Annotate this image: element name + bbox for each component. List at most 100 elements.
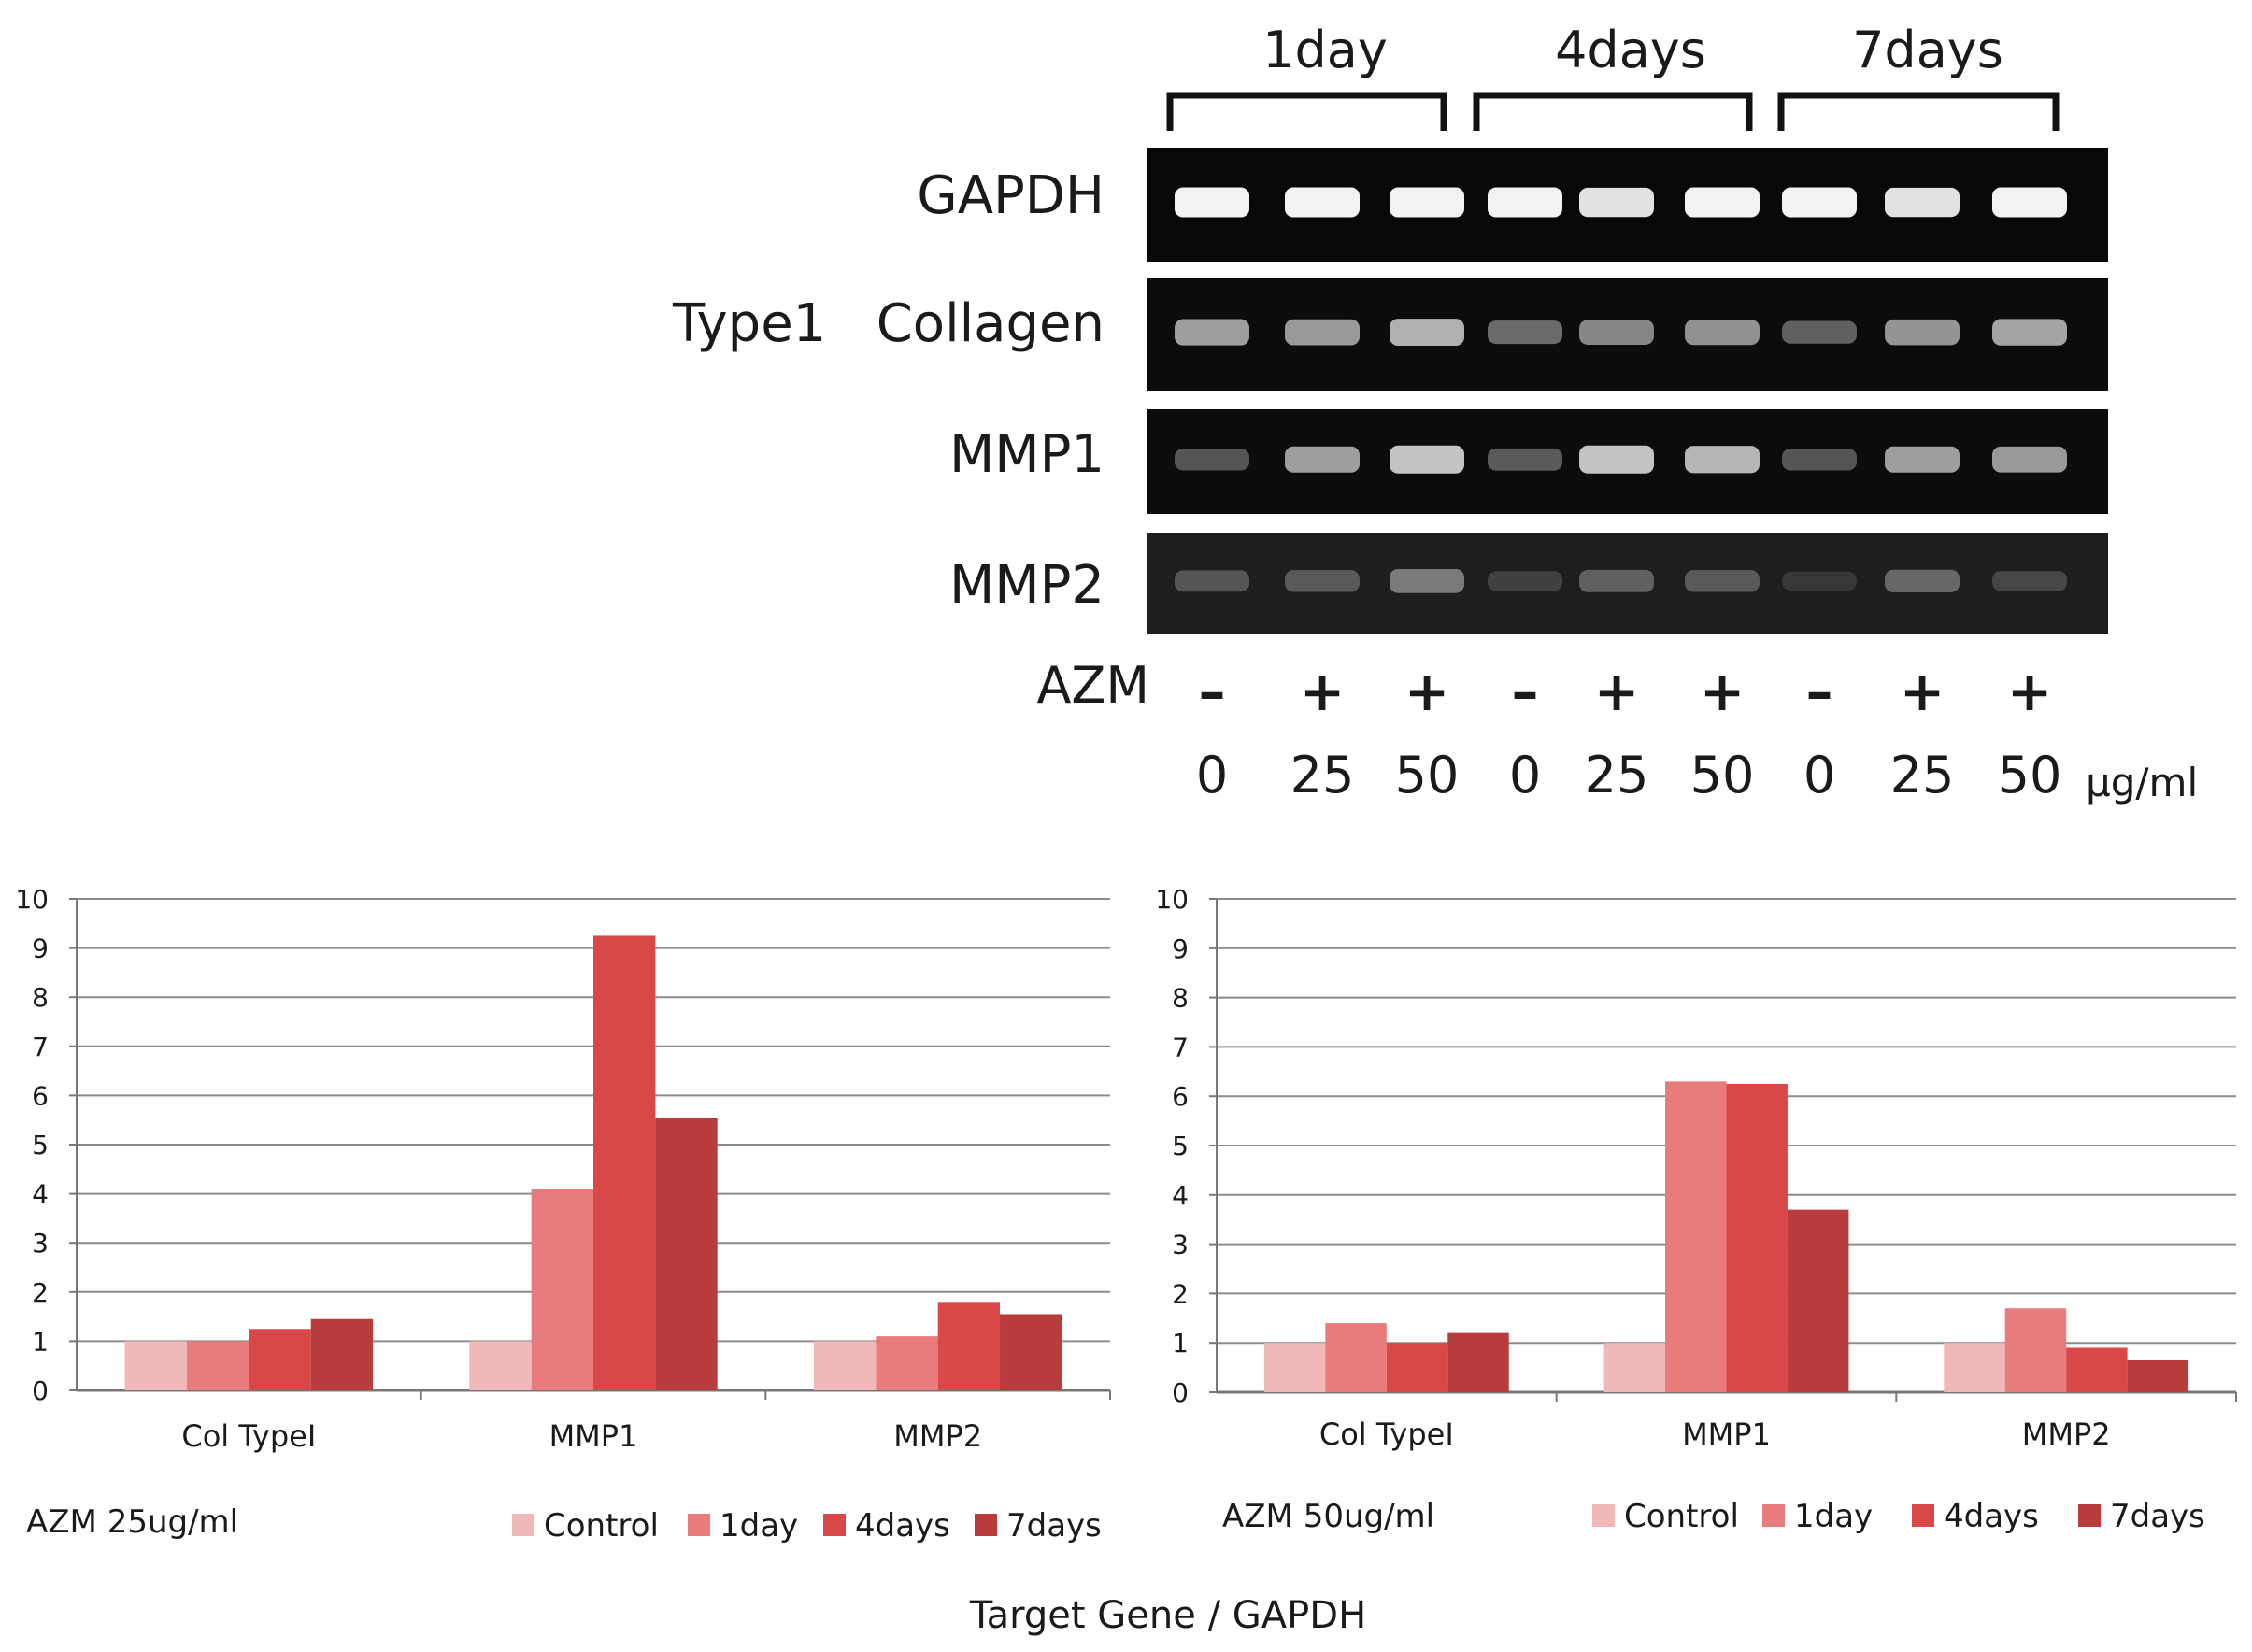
y-tick-label-7: 7 — [1172, 1032, 1189, 1062]
gel-band-gapdh-lane-4 — [1488, 187, 1562, 218]
gel-band-collagen-lane-5 — [1579, 320, 1654, 345]
dose-lane-3: 50 — [1395, 746, 1460, 805]
bar-mmp2-7days — [2127, 1360, 2189, 1392]
category-label-1: MMP1 — [1682, 1417, 1771, 1452]
gel-band-collagen-lane-9 — [1992, 319, 2067, 346]
y-tick-label-2: 2 — [32, 1277, 49, 1308]
bar-col-typei-4days — [249, 1329, 311, 1390]
y-tick-label-6: 6 — [32, 1080, 49, 1111]
legend-label-control: Control — [544, 1507, 659, 1545]
gel-band-mmp1-lane-5 — [1579, 445, 1654, 474]
dose-lane-2: 25 — [1290, 746, 1355, 805]
bar-mmp1-control — [1603, 1343, 1666, 1392]
legend-label-1day: 1day — [720, 1507, 798, 1545]
gel-band-mmp1-lane-3 — [1390, 445, 1464, 474]
azm-sign-lane-5: + — [1594, 660, 1640, 723]
gel-band-gapdh-lane-9 — [1992, 187, 2067, 218]
bar-col-typei-control — [124, 1341, 187, 1390]
group-bracket — [1166, 92, 1447, 131]
bar-mmp2-1day — [876, 1336, 938, 1390]
gel-band-mmp1-lane-2 — [1285, 446, 1360, 473]
chart-title: AZM 25ug/ml — [26, 1503, 238, 1541]
legend-label-4days: 4days — [855, 1507, 950, 1545]
gel-band-collagen-lane-7 — [1782, 320, 1857, 344]
gel-band-mmp1-lane-4 — [1488, 448, 1562, 471]
legend-swatch-7days — [2078, 1504, 2101, 1527]
dose-lane-1: 0 — [1196, 746, 1228, 805]
time-group-7days: 7days — [1777, 21, 2060, 131]
dose-lane-7: 0 — [1803, 746, 1835, 805]
bar-mmp1-7days — [1787, 1209, 1849, 1392]
legend-swatch-4days — [1912, 1504, 1934, 1527]
dose-unit: μg/ml — [2086, 760, 2198, 805]
gel-band-mmp2-lane-4 — [1488, 571, 1562, 591]
y-tick-label-9: 9 — [1172, 933, 1189, 964]
y-tick-label-1: 1 — [1172, 1328, 1189, 1359]
y-tick-label-9: 9 — [32, 933, 49, 964]
legend-swatch-7days — [975, 1514, 997, 1536]
gel-band-mmp2-lane-3 — [1390, 568, 1464, 593]
gel-band-gapdh-lane-5 — [1579, 187, 1654, 218]
azm-sign-row: – + + – + + – + + — [1199, 660, 2053, 723]
gel-band-gapdh-lane-7 — [1782, 187, 1857, 218]
gel-band-mmp1-lane-6 — [1685, 446, 1760, 474]
gel-band-gapdh-lane-8 — [1885, 187, 1960, 218]
bar-mmp2-7days — [1000, 1314, 1062, 1390]
dose-lane-5: 25 — [1585, 746, 1649, 805]
bar-mmp2-control — [813, 1341, 877, 1390]
gel-band-collagen-lane-8 — [1885, 319, 1960, 346]
time-group-1day: 1day — [1166, 21, 1447, 131]
gel-band-collagen-lane-4 — [1488, 320, 1562, 345]
bar-col-typei-control — [1263, 1343, 1326, 1392]
group-bracket — [1777, 92, 2060, 131]
legend-label-7days: 7days — [2110, 1498, 2205, 1535]
azm-sign-lane-3: + — [1404, 660, 1450, 723]
legend-swatch-control — [512, 1514, 534, 1536]
azm-sign-lane-9: + — [2007, 660, 2053, 723]
gel-band-mmp2-lane-7 — [1782, 571, 1857, 591]
time-group-4days: 4days — [1473, 21, 1753, 131]
dose-lane-9: 50 — [1998, 746, 2062, 805]
bar-mmp1-control — [469, 1341, 532, 1390]
y-tick-label-2: 2 — [1172, 1278, 1189, 1309]
legend-label-7days: 7days — [1006, 1507, 1102, 1545]
bar-col-typei-7days — [310, 1318, 374, 1390]
bar-mmp2-4days — [937, 1302, 1001, 1390]
time-group-label: 1day — [1262, 21, 1388, 79]
bar-mmp2-control — [1944, 1343, 2005, 1392]
category-label-1: MMP1 — [549, 1418, 638, 1454]
bar-chart-azm-25: 0 1 2 3 4 5 6 7 8 9 10 Col TypeI MMP1 MMP2 AZM 25ug/ml… — [15, 884, 1111, 1545]
gel-band-mmp2-lane-5 — [1579, 569, 1654, 592]
azm-sign-lane-8: + — [1900, 660, 1946, 723]
gel-band-collagen-lane-3 — [1390, 319, 1464, 347]
y-tick-label-8: 8 — [1172, 983, 1189, 1014]
y-tick-label-3: 3 — [1172, 1230, 1189, 1260]
bar-chart-azm-50: 0 1 2 3 4 5 6 7 8 9 10 Col TypeI MMP1 MMP2 AZM 50ug/ml… — [1155, 884, 2237, 1535]
gel-band-mmp1-lane-7 — [1782, 448, 1857, 471]
azm-label: AZM — [1036, 656, 1149, 715]
gel-band-gapdh-lane-1 — [1175, 187, 1249, 218]
category-label-2: MMP2 — [893, 1418, 982, 1454]
gel-band-mmp2-lane-1 — [1175, 570, 1249, 592]
y-tick-label-5: 5 — [1172, 1131, 1189, 1161]
gel-panel: 1day 4days 7days GAPDH Type1 Collagen MM… — [672, 21, 2198, 805]
legend-swatch-1day — [688, 1514, 710, 1536]
legend-swatch-control — [1592, 1504, 1615, 1527]
bar-mmp1-7days — [655, 1118, 718, 1390]
azm-sign-lane-2: + — [1300, 660, 1346, 723]
gel-band-mmp1-lane-8 — [1885, 446, 1960, 473]
y-tick-label-10: 10 — [15, 884, 49, 915]
bar-col-typei-1day — [186, 1341, 249, 1390]
group-bracket — [1473, 92, 1753, 131]
bar-mmp1-1day — [531, 1189, 593, 1390]
bar-col-typei-4days — [1386, 1343, 1448, 1392]
bar-mmp1-1day — [1665, 1081, 1727, 1392]
gel-band-mmp1-lane-1 — [1175, 448, 1249, 471]
gel-row-label-gapdh: GAPDH — [917, 165, 1105, 226]
azm-sign-lane-4: – — [1512, 660, 1539, 723]
gel-row-label-mmp1: MMP1 — [949, 424, 1105, 485]
time-group-label: 7days — [1852, 21, 2003, 79]
legend-swatch-1day — [1762, 1504, 1785, 1527]
y-tick-label-4: 4 — [1172, 1180, 1189, 1211]
